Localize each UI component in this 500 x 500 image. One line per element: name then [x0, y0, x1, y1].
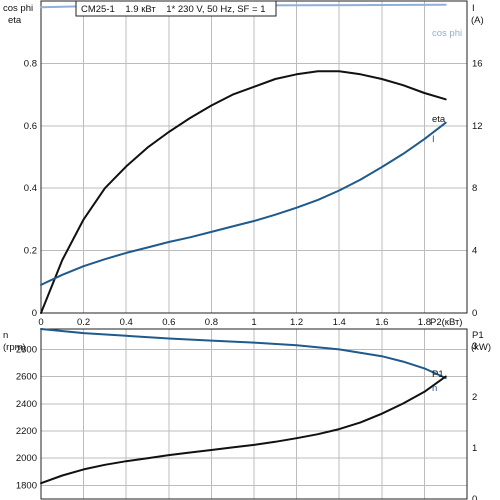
- right-tick-label: 16: [472, 58, 483, 69]
- header-box: [75, 0, 277, 17]
- left-tick-label: 2000: [16, 453, 37, 464]
- left-tick-label: 0.4: [24, 183, 37, 194]
- top-chart-grid: [41, 1, 467, 313]
- bottom-chart: 1800 2000 2200 2400 2600 2800 0 1 2 3 n (rpm) P1…: [3, 328, 491, 500]
- top-chart-left-tick-labels: 0 0.2 0.4 0.6 0.8: [24, 58, 37, 319]
- x-tick-label: 1.6: [375, 317, 388, 328]
- left-tick-label: 0.8: [24, 58, 37, 69]
- series-line-i: [40, 121, 447, 286]
- right-tick-label: 8: [472, 183, 477, 194]
- top-right-axis-label-1: I: [472, 3, 475, 14]
- bottom-chart-grid: [41, 329, 467, 499]
- right-tick-label: 12: [472, 121, 483, 132]
- left-tick-label: 2400: [16, 399, 37, 410]
- series-line-n: [40, 328, 447, 379]
- top-chart-x-tick-labels: 0 0.2 0.4 0.6 0.8 1 1.2 1.4 1.6 1.8: [38, 317, 431, 328]
- series-label-cos-phi: cos phi: [432, 28, 462, 39]
- left-tick-label: 2200: [16, 426, 37, 437]
- left-tick-label: 0: [32, 308, 37, 319]
- bottom-chart-left-tick-labels: 1800 2000 2200 2400 2600 2800: [16, 344, 37, 491]
- top-chart-right-tick-labels: 0 4 8 12 16: [472, 58, 483, 319]
- right-tick-label: 0: [472, 494, 477, 500]
- left-tick-label: 2800: [16, 344, 37, 355]
- x-tick-label: 1: [251, 317, 256, 328]
- top-chart: 0 0.2 0.4 0.6 0.8 1 1.2 1.4 1.6 1.8 0 0.2 0.4 0.6 0.8…: [3, 0, 484, 328]
- x-tick-label: 0.8: [205, 317, 218, 328]
- series-label-p1: P1: [432, 369, 444, 380]
- right-tick-label: 2: [472, 392, 477, 403]
- bottom-chart-right-tick-labels: 0 1 2 3: [472, 341, 477, 500]
- x-tick-label: 0.2: [77, 317, 90, 328]
- bottom-chart-frame: [40, 328, 468, 500]
- bottom-right-axis-label-2: (kW): [471, 342, 491, 353]
- left-tick-label: 2600: [16, 372, 37, 383]
- left-tick-label: 0.2: [24, 246, 37, 257]
- bottom-left-axis-label-2: (rpm): [3, 342, 26, 353]
- header-title: CM25-1 1.9 кВт 1* 230 V, 50 Hz, SF = 1: [81, 4, 265, 15]
- bottom-right-axis-label-1: P1: [472, 330, 484, 341]
- x-tick-label: 1.2: [290, 317, 303, 328]
- series-label-i: I: [432, 134, 435, 145]
- x-tick-label: 0.4: [120, 317, 133, 328]
- top-right-axis-label-2: (A): [471, 15, 484, 26]
- right-tick-label: 0: [472, 308, 477, 319]
- top-left-axis-label-1: cos phi: [3, 3, 33, 14]
- series-label-eta: eta: [432, 114, 446, 125]
- right-tick-label: 3: [472, 341, 477, 352]
- left-tick-label: 1800: [16, 480, 37, 491]
- right-tick-label: 1: [472, 443, 477, 454]
- top-x-axis-label: P2(кВт): [430, 317, 462, 328]
- top-left-axis-label-2: eta: [8, 15, 22, 26]
- right-tick-label: 4: [472, 246, 477, 257]
- series-line-p1: [40, 375, 447, 485]
- series-line-eta: [40, 70, 447, 314]
- x-tick-label: 0: [38, 317, 43, 328]
- bottom-left-axis-label-1: n: [3, 330, 8, 341]
- x-tick-label: 1.8: [418, 317, 431, 328]
- x-tick-label: 0.6: [162, 317, 175, 328]
- left-tick-label: 0.6: [24, 121, 37, 132]
- series-label-n: n: [432, 383, 437, 394]
- x-tick-label: 1.4: [333, 317, 346, 328]
- bottom-chart-series: [40, 328, 447, 485]
